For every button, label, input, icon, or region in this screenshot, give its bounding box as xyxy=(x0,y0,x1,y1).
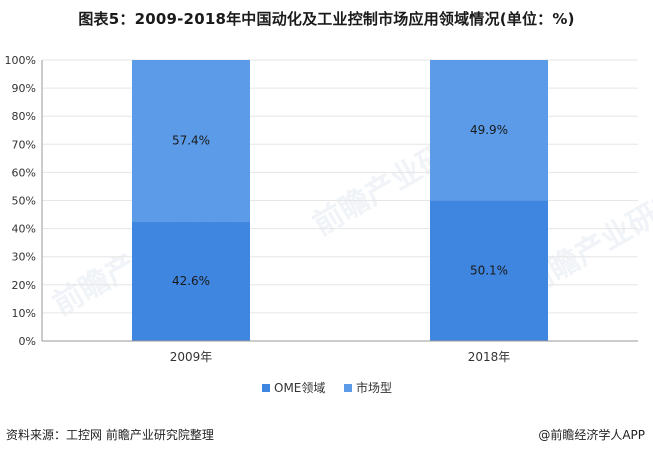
y-tick-label: 20% xyxy=(12,279,36,292)
chart-title: 图表5：2009-2018年中国动化及工业控制市场应用领域情况(单位：%) xyxy=(78,10,575,28)
gridlines xyxy=(42,59,638,314)
data-label: 49.9% xyxy=(470,123,508,137)
y-tick-label: 0% xyxy=(19,335,36,348)
data-label: 57.4% xyxy=(172,134,210,148)
y-tick-label: 90% xyxy=(12,82,36,95)
y-tick-label: 60% xyxy=(12,166,36,179)
y-tick-label: 10% xyxy=(12,307,36,320)
source-note: 资料来源：工控网 前瞻产业研究院整理 xyxy=(6,428,214,442)
legend-swatch-ome xyxy=(262,384,270,392)
bar-segment-ome xyxy=(132,221,250,341)
x-tick-label: 2018年 xyxy=(468,350,511,364)
y-tick-label: 30% xyxy=(12,251,36,264)
legend-label: 市场型 xyxy=(356,380,392,395)
data-label: 50.1% xyxy=(470,264,508,278)
y-tick-label: 50% xyxy=(12,195,36,208)
legend-swatch-market xyxy=(344,384,352,392)
x-tick-label: 2009年 xyxy=(170,350,213,364)
bar-segment-market xyxy=(132,60,250,222)
data-label: 42.6% xyxy=(172,274,210,288)
brand-credit: @前瞻经济学人APP xyxy=(538,428,645,442)
bars: 42.6% 57.4% 50.1% 49.9% xyxy=(132,60,548,341)
legend-label: OME领域 xyxy=(274,381,325,395)
bar-segment-ome xyxy=(430,200,548,341)
y-tick-label: 80% xyxy=(12,110,36,123)
y-tick-label: 70% xyxy=(12,138,36,151)
legend: OME领域 市场型 xyxy=(262,380,392,395)
bar-segment-market xyxy=(430,60,548,201)
y-tick-label: 100% xyxy=(5,54,36,67)
y-tick-label: 40% xyxy=(12,223,36,236)
axes: 0% 10% 20% 30% 40% 50% 60% 70% 80% 90% 100% 2009年 20… xyxy=(5,54,638,364)
